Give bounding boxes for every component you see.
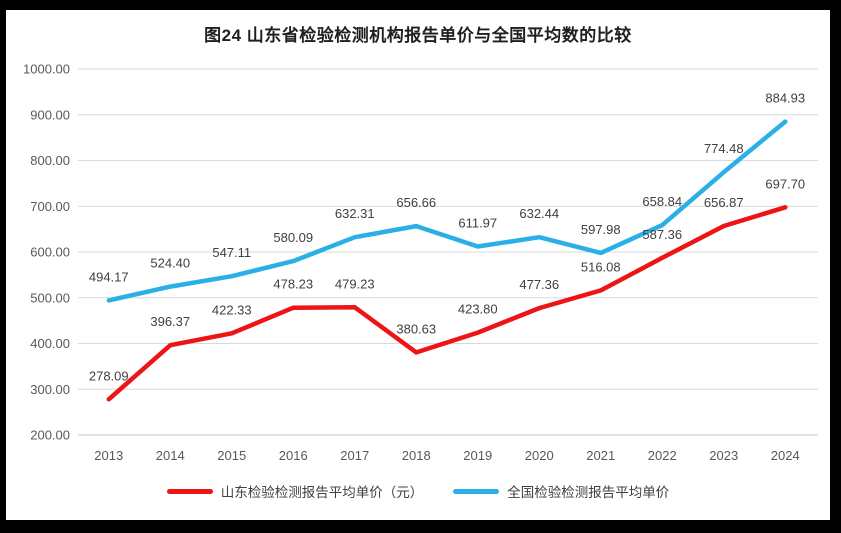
data-label: 656.66 — [396, 195, 436, 210]
data-label: 524.40 — [150, 256, 190, 271]
data-label: 478.23 — [273, 277, 313, 292]
x-axis-tick-label: 2021 — [586, 448, 615, 463]
chart-title: 图24 山东省检验检测机构报告单价与全国平均数的比较 — [204, 26, 632, 45]
x-axis-tick-label: 2019 — [463, 448, 492, 463]
data-label: 697.70 — [765, 176, 805, 191]
x-axis-tick-label: 2022 — [648, 448, 677, 463]
data-label: 516.08 — [581, 259, 621, 274]
data-label: 632.44 — [519, 206, 559, 221]
y-axis-tick-label: 200.00 — [30, 428, 70, 443]
y-axis-tick-label: 400.00 — [30, 336, 70, 351]
data-label: 597.98 — [581, 222, 621, 237]
data-label: 774.48 — [704, 141, 744, 156]
shandong-series-line — [106, 205, 788, 402]
x-axis-tick-label: 2018 — [402, 448, 431, 463]
line-chart-plot: 200.00 300.00 400.00 500.00 600.00 700.00 800.… — [23, 62, 818, 463]
x-axis-tick-label: 2013 — [94, 448, 123, 463]
x-axis-tick-label: 2014 — [156, 448, 185, 463]
y-axis-tick-label: 800.00 — [30, 153, 70, 168]
y-axis-tick-label: 1000.00 — [23, 62, 70, 77]
legend-label-shandong: 山东检验检测报告平均单价（元） — [220, 485, 424, 500]
data-label: 278.09 — [89, 368, 129, 383]
chart-container: 图24 山东省检验检测机构报告单价与全国平均数的比较 200.00 300.00 4… — [6, 10, 830, 520]
legend-item-national: 全国检验检测报告平均单价 — [453, 481, 669, 501]
x-axis-tick-label: 2024 — [771, 448, 800, 463]
national-series-swatch — [453, 488, 500, 494]
data-label: 494.17 — [89, 269, 129, 284]
x-axis-tick-label: 2023 — [709, 448, 738, 463]
data-label: 547.11 — [212, 245, 251, 260]
x-axis-tick-label: 2016 — [279, 448, 308, 463]
shandong-series-swatch — [166, 488, 213, 494]
y-axis-tick-label: 500.00 — [30, 290, 70, 305]
data-label: 479.23 — [335, 276, 375, 291]
data-label: 632.31 — [335, 206, 375, 221]
data-label: 580.09 — [273, 230, 313, 245]
data-label: 380.63 — [396, 321, 436, 336]
x-axis-tick-label: 2015 — [217, 448, 246, 463]
chart-legend: 山东检验检测报告平均单价（元） 全国检验检测报告平均单价 — [6, 481, 830, 501]
data-label: 587.36 — [642, 227, 682, 242]
data-label: 658.84 — [642, 194, 682, 209]
legend-label-national: 全国检验检测报告平均单价 — [507, 485, 670, 500]
y-axis-tick-label: 700.00 — [30, 199, 70, 214]
data-label: 396.37 — [150, 314, 190, 329]
data-label: 656.87 — [704, 195, 744, 210]
data-label: 422.33 — [212, 302, 252, 317]
legend-item-shandong: 山东检验检测报告平均单价（元） — [166, 481, 424, 501]
data-label: 884.93 — [765, 91, 805, 106]
x-axis-tick-label: 2020 — [525, 448, 554, 463]
y-axis-tick-label: 900.00 — [30, 107, 70, 122]
data-label: 423.80 — [458, 302, 498, 317]
x-axis-tick-label: 2017 — [340, 448, 369, 463]
data-label: 477.36 — [519, 277, 559, 292]
national-series-line — [106, 119, 788, 303]
data-label: 611.97 — [458, 216, 497, 231]
y-axis-tick-label: 300.00 — [30, 382, 70, 397]
y-axis-tick-label: 600.00 — [30, 245, 70, 260]
